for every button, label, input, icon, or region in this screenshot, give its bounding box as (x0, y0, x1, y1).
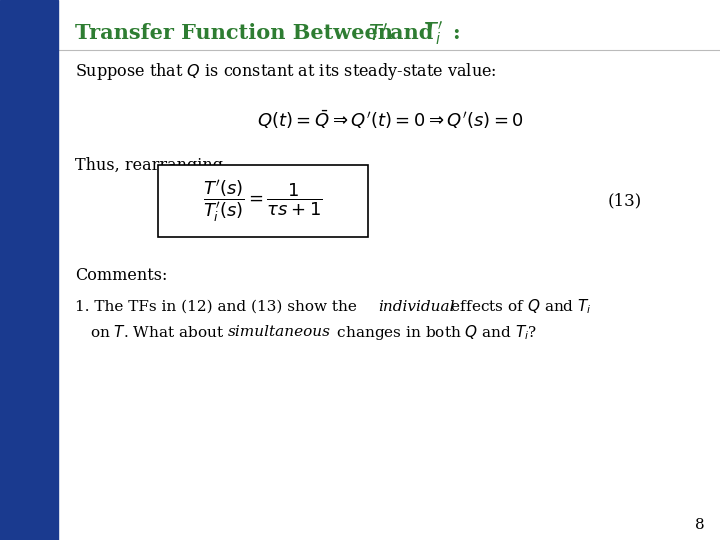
Text: Comments:: Comments: (75, 267, 167, 284)
Text: changes in both $Q$ and $T_i$?: changes in both $Q$ and $T_i$? (332, 322, 537, 341)
Bar (158, 165, 368, 237)
Text: effects of $Q$ and $T_i$: effects of $Q$ and $T_i$ (446, 298, 592, 316)
Text: individual: individual (378, 300, 454, 314)
Text: on $T$. What about: on $T$. What about (90, 324, 225, 340)
Text: Suppose that $Q$ is constant at its steady-state value:: Suppose that $Q$ is constant at its stea… (75, 62, 497, 83)
Text: Transfer Function Between: Transfer Function Between (75, 23, 400, 43)
Text: $\dfrac{T'(s)}{T_i'(s)} = \dfrac{1}{\tau s+1}$: $\dfrac{T'(s)}{T_i'(s)} = \dfrac{1}{\tau… (203, 178, 323, 224)
Text: $T'$: $T'$ (368, 22, 388, 44)
Text: Thus, rearranging: Thus, rearranging (75, 157, 223, 173)
Text: 1. The TFs in (12) and (13) show the: 1. The TFs in (12) and (13) show the (75, 300, 361, 314)
Text: $T_i'$: $T_i'$ (423, 19, 443, 47)
Text: $Q(t)=\bar{Q}\Rightarrow Q'(t)=0\Rightarrow Q'(s)=0$: $Q(t)=\bar{Q}\Rightarrow Q'(t)=0\Rightar… (256, 109, 523, 131)
Text: simultaneous: simultaneous (228, 325, 331, 339)
Text: Chapter 4: Chapter 4 (17, 201, 41, 339)
Text: (13): (13) (608, 192, 642, 210)
Text: :: : (452, 23, 459, 43)
Text: and: and (390, 23, 441, 43)
Text: 8: 8 (696, 518, 705, 532)
